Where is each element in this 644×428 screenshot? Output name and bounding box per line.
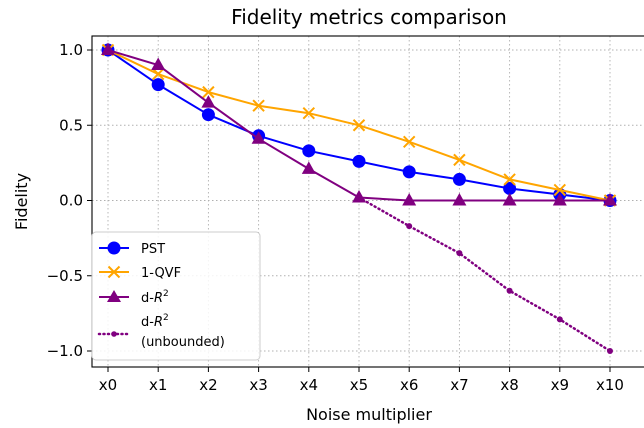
x-tick-label: x10 <box>596 376 624 394</box>
chart-title: Fidelity metrics comparison <box>231 5 507 29</box>
data-point-dr2 <box>603 193 617 206</box>
data-point-dr2-unbounded <box>506 287 513 294</box>
data-point-1qvf <box>553 183 567 197</box>
data-point-pst <box>201 108 215 122</box>
y-tick-label: 0.0 <box>59 192 83 210</box>
data-point-dr2 <box>301 161 316 174</box>
data-point-dr2 <box>151 57 166 71</box>
data-point-dr2 <box>101 42 115 55</box>
legend-box <box>91 231 261 361</box>
data-point-pst <box>151 78 165 92</box>
data-point-1qvf <box>352 119 366 132</box>
x-tick-label: x6 <box>400 376 418 394</box>
y-tick-label: −0.5 <box>47 267 83 285</box>
plot-frame <box>91 35 644 368</box>
data-point-dr2-unbounded <box>406 223 413 230</box>
x-axis-label: Noise multiplier <box>306 405 432 424</box>
data-point-1qvf <box>151 67 165 81</box>
legend-marker-dr2 <box>107 290 121 302</box>
series-line-dr2-unbounded <box>357 196 612 353</box>
data-point-dr2-unbounded <box>356 194 362 201</box>
y-tick-label: −1.0 <box>47 342 83 360</box>
x-tick-label: x3 <box>249 376 267 394</box>
x-tick-label: x1 <box>149 376 167 394</box>
data-point-pst <box>452 172 466 186</box>
x-tick-label: x4 <box>300 376 318 394</box>
data-point-1qvf <box>252 99 265 112</box>
legend-label-pst: PST <box>141 242 165 257</box>
data-point-pst <box>503 181 517 195</box>
legend-marker-pst <box>107 241 121 255</box>
data-point-dr2 <box>452 193 467 206</box>
data-point-pst <box>352 154 366 168</box>
data-point-dr2 <box>201 95 216 108</box>
data-point-1qvf <box>453 153 466 167</box>
legend-marker-1qvf <box>107 265 121 279</box>
data-point-1qvf <box>402 135 416 149</box>
legend: PST 1-QVF d-R2 d-R2 (unbounded) <box>91 231 261 361</box>
data-point-dr2-unbounded <box>456 250 463 257</box>
x-tick-label: x7 <box>450 376 468 394</box>
legend-marker-dr2-unbounded <box>111 331 117 337</box>
x-tick-label: x0 <box>99 376 117 394</box>
y-axis-label: Fidelity <box>12 173 31 230</box>
legend-label-1qvf: 1-QVF <box>141 266 181 281</box>
series-layer <box>101 42 617 354</box>
x-tick-label: x8 <box>500 376 518 394</box>
data-point-dr2 <box>402 193 417 206</box>
data-point-pst <box>402 165 416 179</box>
data-point-1qvf <box>202 85 215 99</box>
data-point-dr2-unbounded <box>607 348 613 354</box>
data-point-dr2 <box>502 193 517 206</box>
data-point-1qvf <box>302 107 316 120</box>
x-tick-label: x2 <box>199 376 217 394</box>
data-point-dr2 <box>552 193 567 206</box>
data-point-1qvf <box>503 173 516 186</box>
y-tick-label: 1.0 <box>59 41 83 59</box>
x-tick-label: x5 <box>350 376 368 394</box>
data-point-pst <box>302 144 316 158</box>
axis-ticks: x0 x1 x2 x3 x4 x5 x6 x7 x8 x9 x10 −1.0 −0.5 0.0 0.5 1.0 <box>47 41 624 394</box>
legend-label-dr2: d-R2 <box>141 289 169 306</box>
x-tick-label: x9 <box>551 376 569 394</box>
legend-label-dr2-unbounded: d-R2 (unbounded) <box>141 313 225 350</box>
data-point-dr2-unbounded <box>556 316 563 323</box>
data-point-dr2 <box>251 131 266 144</box>
y-tick-label: 0.5 <box>59 116 83 134</box>
